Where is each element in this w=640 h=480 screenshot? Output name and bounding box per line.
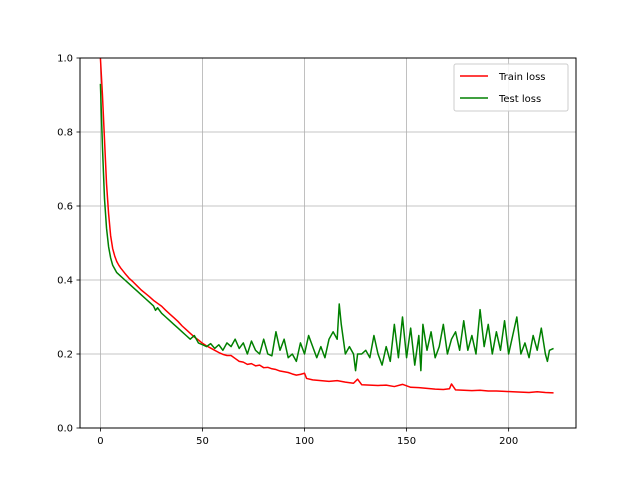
legend: Train loss Test loss — [453, 63, 569, 112]
y-tick-label: 0.8 — [57, 128, 73, 139]
y-axis: 0.0 0.2 0.4 0.6 0.8 1.0 — [57, 54, 80, 435]
x-tick-label: 50 — [196, 436, 209, 447]
plot-area-frame — [79, 57, 577, 429]
y-tick-label: 0.0 — [57, 424, 73, 435]
grid-lines — [80, 57, 576, 429]
series-lines — [99, 57, 554, 394]
legend-label-train-loss: Train loss — [498, 72, 546, 83]
y-tick-label: 0.4 — [57, 276, 73, 287]
x-tick-label: 100 — [295, 436, 314, 447]
x-axis: 0 50 100 150 200 — [97, 428, 518, 447]
legend-label-test-loss: Test loss — [498, 94, 541, 105]
x-tick-label: 150 — [397, 436, 416, 447]
x-tick-label: 200 — [499, 436, 518, 447]
x-tick-label: 0 — [97, 436, 103, 447]
series-line-train-loss — [99, 57, 554, 394]
y-tick-label: 1.0 — [57, 54, 73, 65]
series-line-test-loss — [99, 83, 554, 372]
y-tick-label: 0.2 — [57, 350, 73, 361]
y-tick-label: 0.6 — [57, 202, 73, 213]
